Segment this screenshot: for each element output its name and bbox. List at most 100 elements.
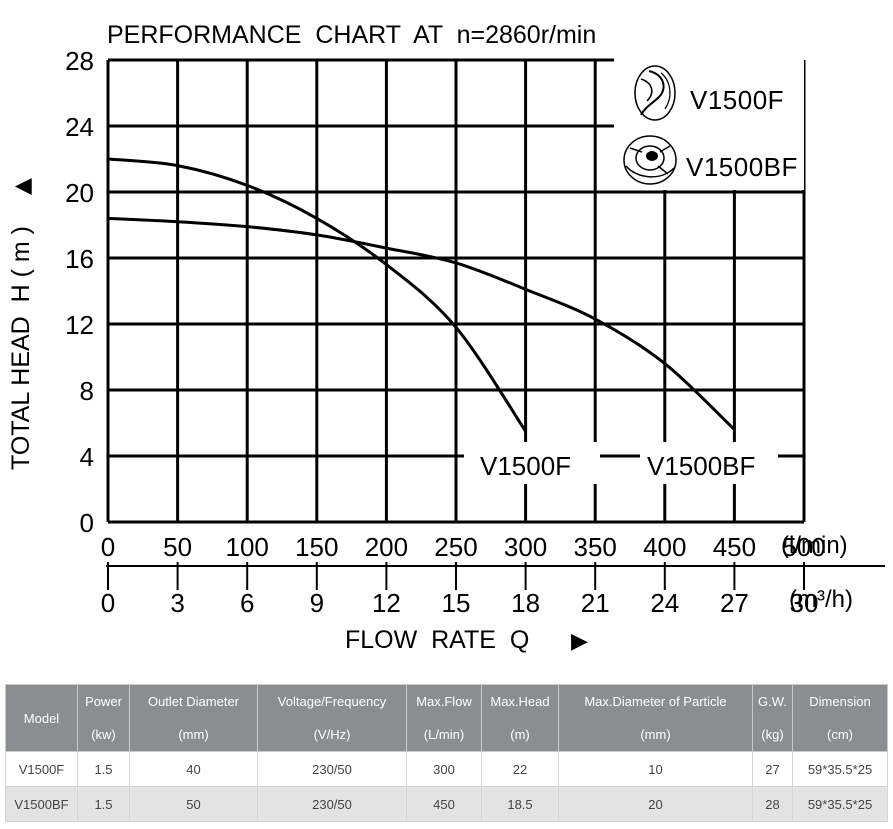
series-line-v1500bf xyxy=(107,216,736,431)
table-cell: V1500F xyxy=(5,751,78,787)
x-tick-label-lmin: 50 xyxy=(163,532,192,562)
x-tick-label-m3h: 18 xyxy=(511,588,540,618)
performance-chart: V1500F V1500BF V1500F V1500BF PERFORMANCE… xyxy=(7,21,885,654)
column-header: Voltage/Frequency (V/Hz) xyxy=(257,684,407,752)
x-tick-label-lmin: 100 xyxy=(226,532,269,562)
column-header: Max.Flow (L/min) xyxy=(406,684,482,752)
x-tick-label-lmin: 200 xyxy=(365,532,408,562)
x-tick-label-lmin: 300 xyxy=(504,532,547,562)
column-header-unit: (V/Hz) xyxy=(313,727,351,742)
x-axis-arrow-icon: ▶ xyxy=(571,629,588,654)
column-header: Outlet Diameter (mm) xyxy=(129,684,258,752)
column-header-unit: (cm) xyxy=(827,727,853,742)
table-cell: 40 xyxy=(129,751,258,787)
legend-label-v1500f: V1500F xyxy=(690,85,784,115)
x-tick-label-m3h: 21 xyxy=(581,588,610,618)
x-tick-label-lmin: 150 xyxy=(295,532,338,562)
y-tick-label: 20 xyxy=(65,178,94,208)
table-cell: 300 xyxy=(406,751,482,787)
table-cell: 59*35.5*25 xyxy=(792,786,888,822)
y-axis-label: TOTAL HEAD H ( m ) xyxy=(7,226,35,470)
x-tick-label-m3h: 12 xyxy=(372,588,401,618)
closed-impeller-icon xyxy=(623,135,677,185)
table-cell: 450 xyxy=(406,786,482,822)
series-label-bg xyxy=(640,442,778,484)
column-header: Dimension (cm) xyxy=(792,684,888,752)
x-axis-label: FLOW RATE Q xyxy=(345,626,529,654)
x-tick-label-lmin: 250 xyxy=(434,532,477,562)
chart-grid xyxy=(106,58,885,590)
open-impeller-icon xyxy=(634,65,676,121)
chart-title: PERFORMANCE CHART AT n=2860r/min xyxy=(107,21,596,49)
x-axis-unit-lmin: (l/min) xyxy=(781,532,848,559)
column-header-title: Max.Diameter of Particle xyxy=(584,694,727,709)
table-cell: 1.5 xyxy=(77,786,130,822)
x-tick-label-lmin: 0 xyxy=(101,532,115,562)
x-tick-label-m3h: 6 xyxy=(240,588,254,618)
y-tick-label: 4 xyxy=(80,442,94,472)
table-header-row: Model Power (kw) Outlet Diameter (mm) Voltage… xyxy=(5,684,888,752)
column-header-title: Voltage/Frequency xyxy=(277,694,387,709)
x-tick-label-lmin: 350 xyxy=(574,532,617,562)
table-cell: 28 xyxy=(752,786,793,822)
column-header-title: Model xyxy=(23,710,60,726)
x-tick-label-m3h: 0 xyxy=(101,588,115,618)
x-tick-label-m3h: 24 xyxy=(650,588,679,618)
column-header-unit: (m) xyxy=(510,727,530,742)
y-tick-label: 0 xyxy=(80,508,94,538)
chart-legend: V1500F V1500BF xyxy=(614,58,804,190)
table-cell: 59*35.5*25 xyxy=(792,751,888,787)
x-tick-label-m3h: 9 xyxy=(310,588,324,618)
table-cell: 10 xyxy=(558,751,753,787)
column-header: Max.Head (m) xyxy=(481,684,559,752)
table-cell: 20 xyxy=(558,786,753,822)
column-header-unit: (kg) xyxy=(761,727,784,742)
x-tick-label-m3h: 27 xyxy=(720,588,749,618)
column-header: Power (kw) xyxy=(77,684,130,752)
x-axis-unit-m3h: (m³/h) xyxy=(789,586,853,613)
y-tick-label: 8 xyxy=(80,376,94,406)
column-header-unit: (kw) xyxy=(91,727,116,742)
table-cell: 18.5 xyxy=(481,786,559,822)
series-label-bg xyxy=(464,442,600,484)
x-tick-label-lmin: 450 xyxy=(713,532,756,562)
column-header-title: Dimension xyxy=(809,694,871,709)
table-cell: V1500BF xyxy=(5,786,78,822)
y-tick-label: 24 xyxy=(65,112,94,142)
x-tick-label-m3h: 15 xyxy=(442,588,471,618)
column-header-unit: (mm) xyxy=(178,727,209,742)
column-header-unit: (L/min) xyxy=(423,727,465,742)
x-tick-label-lmin: 400 xyxy=(643,532,686,562)
x-tick-label-lmin: 500 xyxy=(782,532,825,562)
column-header: Max.Diameter of Particle (mm) xyxy=(558,684,753,752)
series-line-v1500f xyxy=(107,157,527,433)
column-header-title: Power xyxy=(85,694,122,709)
table-cell: 230/50 xyxy=(257,751,407,787)
column-header-title: Max.Flow xyxy=(416,694,472,709)
y-tick-label: 16 xyxy=(65,244,94,274)
spec-table: Model Power (kw) Outlet Diameter (mm) Voltage… xyxy=(5,684,888,822)
table-row: V1500BF 1.5 50 230/50 450 18.5 20 28 59*35.5*25 xyxy=(5,786,888,822)
table-row: V1500F 1.5 40 230/50 300 22 10 27 59*35.5*25 xyxy=(5,751,888,787)
legend-label-v1500bf: V1500BF xyxy=(686,152,798,182)
series-label-v1500f: V1500F xyxy=(480,451,571,481)
x-tick-label-m3h: 3 xyxy=(170,588,184,618)
table-cell: 50 xyxy=(129,786,258,822)
y-tick-label: 12 xyxy=(65,310,94,340)
y-tick-label: 28 xyxy=(65,46,94,76)
series-label-v1500bf: V1500BF xyxy=(647,451,755,481)
x-tick-label-m3h: 30 xyxy=(790,588,819,618)
legend-box xyxy=(614,58,804,190)
table-cell: 22 xyxy=(481,751,559,787)
column-header-title: G.W. xyxy=(758,694,787,709)
chart-labels: PERFORMANCE CHART AT n=2860r/min TOTAL H… xyxy=(7,21,853,654)
column-header: G.W. (kg) xyxy=(752,684,793,752)
table-cell: 27 xyxy=(752,751,793,787)
y-axis-arrow-icon: ▲ xyxy=(10,178,35,195)
column-header-unit: (mm) xyxy=(640,727,671,742)
chart-curves: V1500F V1500BF xyxy=(107,157,778,484)
column-header-title: Outlet Diameter xyxy=(147,694,240,709)
table-cell: 230/50 xyxy=(257,786,407,822)
column-header: Model xyxy=(5,684,78,752)
table-cell: 1.5 xyxy=(77,751,130,787)
